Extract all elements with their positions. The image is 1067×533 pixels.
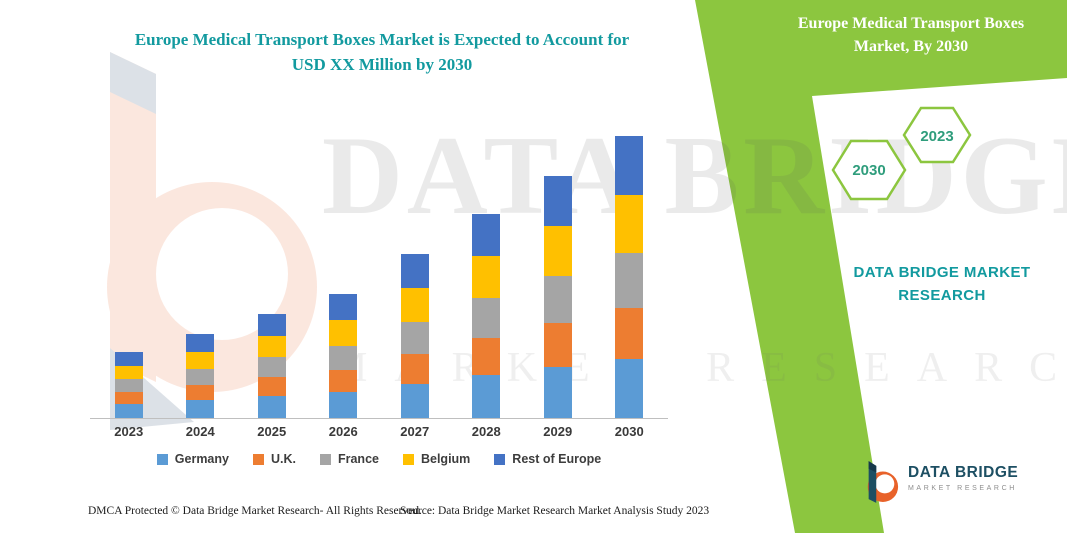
legend-swatch xyxy=(252,453,264,465)
bar-segment-u-k- xyxy=(186,385,215,400)
bar-segment-france xyxy=(186,369,215,385)
bar-segment-germany xyxy=(400,384,429,418)
bar-segment-france xyxy=(329,346,358,370)
stacked-bar-chart: 2023 2024 2025 2026 2027 2028 2029 2030 xyxy=(93,118,665,439)
legend-item-rest-of-europe: Rest of Europe xyxy=(494,452,601,466)
bar-segment-u-k- xyxy=(114,392,143,404)
ribbon-title-line2: Market, By 2030 xyxy=(853,38,969,56)
bar-segment-u-k- xyxy=(329,370,358,392)
dbmr-logo-tagline: MARKET RESEARCH xyxy=(908,485,1017,492)
x-axis-label-2029: 2029 xyxy=(543,424,573,439)
bar-segment-germany xyxy=(543,367,572,418)
bar-segment-rest-of-europe xyxy=(186,334,215,352)
bar-segment-germany xyxy=(472,375,501,418)
legend-swatch xyxy=(402,453,414,465)
bar-segment-rest-of-europe xyxy=(400,254,429,288)
footer-dmca: DMCA Protected © Data Bridge Market Rese… xyxy=(88,505,422,517)
legend-swatch xyxy=(494,453,506,465)
bar-2023 xyxy=(114,352,143,418)
bar-segment-france xyxy=(472,298,501,338)
hexagon-2030-label: 2030 xyxy=(852,162,886,179)
bar-segment-u-k- xyxy=(543,323,572,367)
bar-2028 xyxy=(472,214,501,418)
bar-segment-rest-of-europe xyxy=(257,314,286,336)
x-axis-label-2026: 2026 xyxy=(328,424,358,439)
hexagon-2023-label: 2023 xyxy=(920,128,954,145)
bar-segment-france xyxy=(114,379,143,392)
bar-segment-germany xyxy=(186,400,215,418)
bar-segment-belgium xyxy=(400,288,429,322)
legend-swatch xyxy=(319,453,331,465)
legend-item-france: France xyxy=(319,452,379,466)
bar-segment-belgium xyxy=(329,320,358,346)
bar-segment-germany xyxy=(257,396,286,418)
brand-text: DATA BRIDGE MARKET RESEARCH xyxy=(842,262,1042,307)
dbmr-logo-icon xyxy=(867,461,899,503)
dbmr-logo-name: DATA BRIDGE xyxy=(908,464,1019,481)
x-axis-label-2023: 2023 xyxy=(114,424,144,439)
bar-segment-france xyxy=(543,276,572,323)
bar-segment-u-k- xyxy=(400,354,429,384)
bar-segment-france xyxy=(400,322,429,354)
bar-segment-france xyxy=(615,253,644,308)
bar-2027 xyxy=(400,254,429,418)
ribbon-title-line1: Europe Medical Transport Boxes xyxy=(797,15,1025,32)
legend-item-u-k-: U.K. xyxy=(252,452,296,466)
legend-label: U.K. xyxy=(270,452,296,466)
x-axis-label-2025: 2025 xyxy=(257,424,287,439)
bar-segment-belgium xyxy=(186,352,215,369)
legend-item-belgium: Belgium xyxy=(402,452,471,466)
bar-segment-u-k- xyxy=(615,308,644,359)
bar-2025 xyxy=(257,314,286,418)
legend-label: Rest of Europe xyxy=(512,452,602,466)
bar-segment-rest-of-europe xyxy=(543,176,572,226)
bar-segment-germany xyxy=(329,392,358,418)
bar-segment-germany xyxy=(615,359,644,418)
x-axis-line xyxy=(90,418,668,419)
page-title-line1: Europe Medical Transport Boxes Market is… xyxy=(134,30,630,49)
ribbon-title: Europe Medical Transport Boxes Market, B… xyxy=(772,12,1050,58)
brand-text-line1: DATA BRIDGE MARKET xyxy=(853,264,1031,281)
footer-source: Source: Data Bridge Market Research Mark… xyxy=(400,505,710,517)
bar-segment-u-k- xyxy=(257,377,286,396)
x-axis-label-2024: 2024 xyxy=(185,424,215,439)
bar-2026 xyxy=(329,294,358,418)
legend-label: Belgium xyxy=(420,452,471,466)
bar-segment-belgium xyxy=(257,336,286,357)
bar-segment-belgium xyxy=(472,256,501,298)
bar-segment-rest-of-europe xyxy=(472,214,501,256)
dbmr-logo: DATA BRIDGE MARKET RESEARCH xyxy=(862,459,1018,505)
bar-segment-rest-of-europe xyxy=(615,136,644,195)
legend-label: France xyxy=(337,452,379,466)
brand-text-line2: RESEARCH xyxy=(898,286,986,304)
bar-2024 xyxy=(186,334,215,418)
bar-segment-u-k- xyxy=(472,338,501,375)
x-axis-label-2030: 2030 xyxy=(614,424,644,439)
chart-legend: Germany U.K. France Belgium Rest of Europe xyxy=(90,452,668,466)
bar-segment-belgium xyxy=(615,195,644,253)
bar-segment-rest-of-europe xyxy=(114,352,143,366)
legend-swatch xyxy=(156,453,168,465)
x-axis-label-2028: 2028 xyxy=(471,424,501,439)
bar-2029 xyxy=(543,176,572,418)
bar-segment-belgium xyxy=(114,366,143,379)
bar-2030 xyxy=(615,136,644,418)
legend-label: Germany xyxy=(174,452,229,466)
bar-segment-france xyxy=(257,357,286,377)
legend-item-germany: Germany xyxy=(156,452,229,466)
page-title: Europe Medical Transport Boxes Market is… xyxy=(92,28,672,77)
bar-segment-rest-of-europe xyxy=(329,294,358,320)
bar-segment-belgium xyxy=(543,226,572,276)
x-axis-label-2027: 2027 xyxy=(400,424,430,439)
page-title-line2: USD XX Million by 2030 xyxy=(291,54,473,74)
bar-segment-germany xyxy=(114,404,143,418)
